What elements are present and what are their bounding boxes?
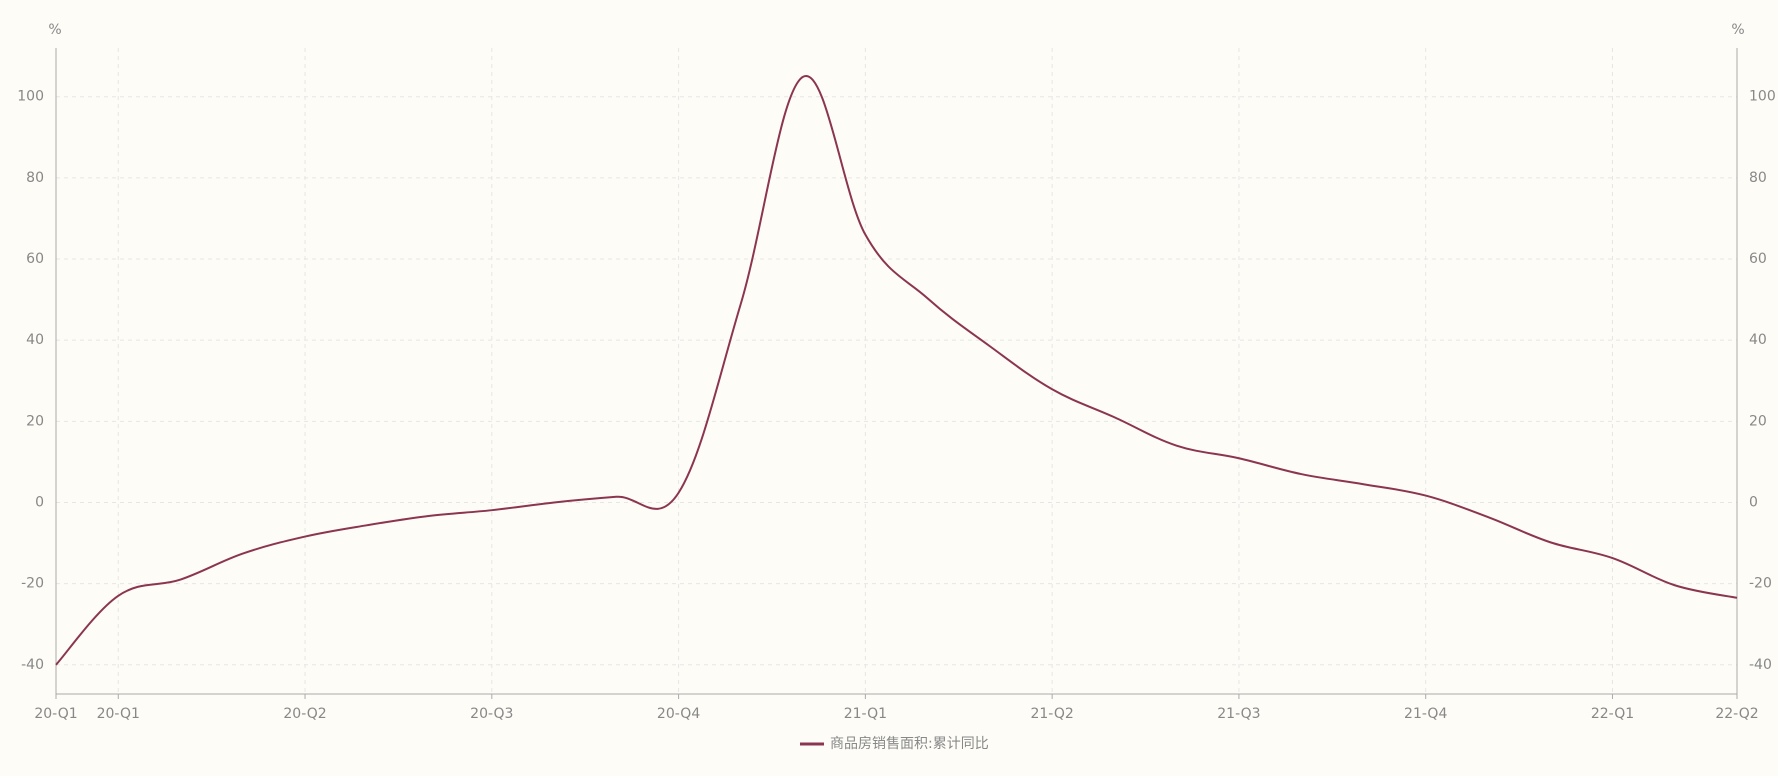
x-tick-label: 22-Q2 — [1715, 706, 1758, 722]
y2-tick-label: 20 — [1749, 413, 1767, 429]
series-line — [55, 75, 1738, 666]
y-tick-label: 20 — [26, 413, 44, 429]
y-tick-label: 60 — [26, 251, 44, 267]
y-tick-label: 80 — [26, 170, 44, 186]
x-tick-label: 22-Q1 — [1591, 706, 1634, 722]
x-tick-label: 21-Q2 — [1030, 706, 1073, 722]
y-tick-label: 100 — [17, 89, 44, 105]
x-tick-label: 21-Q3 — [1217, 706, 1260, 722]
x-tick-label: 21-Q4 — [1404, 706, 1447, 722]
y2-tick-label: 40 — [1749, 332, 1767, 348]
x-tick-label: 20-Q2 — [283, 706, 326, 722]
x-tick-label: 21-Q1 — [844, 706, 887, 722]
y-unit-left: % — [48, 22, 61, 38]
y2-tick-label: 100 — [1749, 89, 1776, 105]
y2-tick-label: -20 — [1749, 576, 1772, 592]
legend-label: 商品房销售面积:累计同比 — [830, 736, 989, 752]
y2-tick-label: 60 — [1749, 251, 1767, 267]
y-tick-label: 0 — [35, 494, 44, 510]
y2-tick-label: -40 — [1749, 657, 1772, 673]
y-tick-label: 40 — [26, 332, 44, 348]
x-tick-label: 20-Q1 — [34, 706, 77, 722]
y-unit-right: % — [1731, 22, 1744, 38]
y-tick-label: -40 — [21, 657, 44, 673]
x-tick-label: 20-Q3 — [470, 706, 513, 722]
x-tick-label: 20-Q4 — [657, 706, 700, 722]
x-tick-label: 20-Q1 — [97, 706, 140, 722]
y-tick-label: -20 — [21, 576, 44, 592]
y2-tick-label: 80 — [1749, 170, 1767, 186]
y2-tick-label: 0 — [1749, 494, 1758, 510]
